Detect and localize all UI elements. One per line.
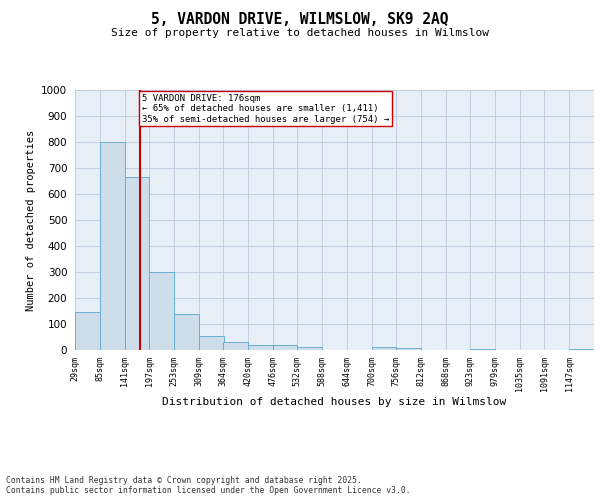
Bar: [174, 314, 199, 350]
Bar: [199, 336, 224, 350]
Bar: [125, 177, 149, 350]
Bar: [223, 342, 248, 350]
Text: Contains HM Land Registry data © Crown copyright and database right 2025.
Contai: Contains HM Land Registry data © Crown c…: [6, 476, 410, 495]
Bar: [298, 347, 322, 350]
Bar: [100, 142, 125, 350]
Bar: [75, 312, 100, 350]
Bar: [149, 272, 174, 350]
Bar: [470, 349, 495, 350]
Text: 5 VARDON DRIVE: 176sqm
← 65% of detached houses are smaller (1,411)
35% of semi-: 5 VARDON DRIVE: 176sqm ← 65% of detached…: [142, 94, 389, 124]
Bar: [272, 345, 298, 350]
Text: Size of property relative to detached houses in Wilmslow: Size of property relative to detached ho…: [111, 28, 489, 38]
Bar: [397, 348, 421, 350]
Y-axis label: Number of detached properties: Number of detached properties: [26, 130, 35, 310]
Bar: [371, 348, 397, 350]
Bar: [248, 345, 272, 350]
X-axis label: Distribution of detached houses by size in Wilmslow: Distribution of detached houses by size …: [163, 397, 506, 407]
Text: 5, VARDON DRIVE, WILMSLOW, SK9 2AQ: 5, VARDON DRIVE, WILMSLOW, SK9 2AQ: [151, 12, 449, 28]
